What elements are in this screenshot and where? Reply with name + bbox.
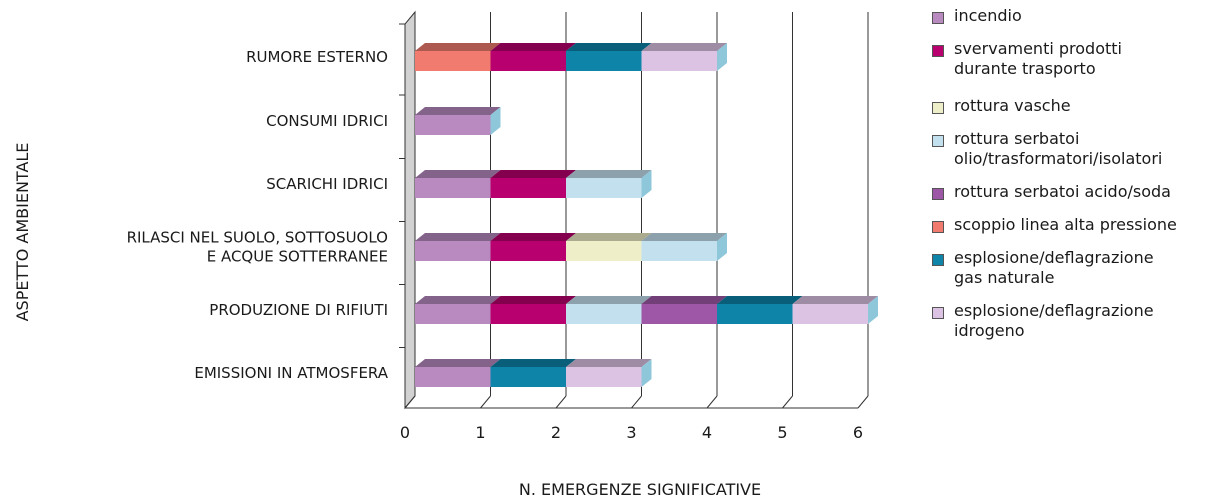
y-axis-title: ASPETTO AMBIENTALE	[13, 143, 32, 322]
bar-segment	[641, 233, 727, 261]
legend-swatch	[932, 188, 944, 200]
bar-segment	[415, 107, 501, 135]
legend-swatch	[932, 12, 944, 24]
bar-segment	[566, 170, 652, 198]
floor-tick	[404, 395, 416, 409]
bar-segment	[415, 170, 501, 198]
bar-segment	[566, 359, 652, 387]
legend-item: rottura vasche	[932, 96, 1224, 116]
legend-swatch	[932, 45, 944, 57]
floor-tick	[782, 395, 793, 409]
category-label: EMISSIONI IN ATMOSFERA	[194, 364, 388, 382]
bar-segment	[641, 43, 727, 71]
bar-segment	[566, 233, 652, 261]
legend-label: rottura serbatoi acido/soda	[954, 182, 1171, 201]
bar-end-face	[490, 107, 501, 135]
x-tick-label: 0	[400, 423, 410, 442]
legend-item: rottura serbatoi olio/trasformatori/isol…	[932, 129, 1224, 169]
floor-tick	[857, 395, 869, 409]
bar-segment	[490, 233, 576, 261]
bar-segment	[490, 170, 576, 198]
gridlines	[399, 12, 869, 409]
bar-segment	[792, 296, 878, 324]
category-label: PRODUZIONE DI RIFIUTI	[209, 301, 388, 319]
floor-tick	[706, 395, 718, 409]
legend-swatch	[932, 102, 944, 114]
bar-end-face	[868, 296, 878, 324]
category-label: RILASCI NEL SUOLO, SOTTOSUOLO E ACQUE SOT…	[127, 229, 388, 266]
bar-segment	[490, 43, 576, 71]
legend-label: incendio	[954, 6, 1022, 25]
category-label: SCARICHI IDRICI	[266, 175, 388, 193]
bar-segment	[415, 296, 501, 324]
bar-segment	[490, 359, 576, 387]
category-label: CONSUMI IDRICI	[266, 112, 388, 130]
legend: incendio svervamenti prodotti durante tra…	[932, 6, 1224, 341]
x-tick-label: 3	[626, 423, 636, 442]
legend-label: esplosione/deflagrazione gas naturale	[954, 248, 1154, 287]
bar-end-face	[717, 43, 727, 71]
x-axis-title: N. EMERGENZE SIGNIFICATIVE	[519, 480, 761, 499]
bar-end-face	[717, 233, 727, 261]
category-labels: RUMORE ESTERNO CONSUMI IDRICI SCARICHI IDR…	[127, 48, 389, 382]
bar-segment	[415, 43, 501, 71]
legend-item: svervamenti prodotti durante trasporto	[932, 39, 1224, 79]
x-tick-label: 1	[475, 423, 485, 442]
category-label: RUMORE ESTERNO	[246, 48, 388, 66]
legend-swatch	[932, 221, 944, 233]
legend-swatch	[932, 307, 944, 319]
floor-tick	[480, 395, 491, 409]
legend-label: esplosione/deflagrazione idrogeno	[954, 301, 1154, 340]
legend-item: rottura serbatoi acido/soda	[932, 182, 1224, 202]
bar-segment	[566, 296, 652, 324]
legend-label: svervamenti prodotti durante trasporto	[954, 39, 1122, 78]
legend-label: rottura vasche	[954, 96, 1071, 115]
chart-plot: RUMORE ESTERNO CONSUMI IDRICI SCARICHI IDR…	[13, 10, 878, 499]
floor-tick	[631, 395, 642, 409]
bar-segment	[415, 233, 501, 261]
bars	[415, 43, 878, 387]
bar-segment	[566, 43, 652, 71]
legend-item: esplosione/deflagrazione idrogeno	[932, 301, 1224, 341]
bar-segment	[717, 296, 803, 324]
x-tick-label: 6	[853, 423, 863, 442]
chart-back-wall	[404, 10, 416, 410]
chart-wall	[404, 10, 416, 410]
bar-segment	[641, 296, 727, 324]
legend-item: esplosione/deflagrazione gas naturale	[932, 248, 1224, 288]
legend-label: rottura serbatoi olio/trasformatori/isol…	[954, 129, 1163, 168]
x-tick-label: 5	[777, 423, 787, 442]
bar-segment	[490, 296, 576, 324]
bar-end-face	[641, 359, 652, 387]
x-tick-label: 2	[551, 423, 561, 442]
legend-label: scoppio linea alta pressione	[954, 215, 1177, 234]
legend-swatch	[932, 254, 944, 266]
bar-end-face	[641, 170, 652, 198]
x-tick-labels: 0 1 2 3 4 5 6	[400, 423, 863, 442]
x-tick-label: 4	[702, 423, 712, 442]
legend-swatch	[932, 135, 944, 147]
legend-item: incendio	[932, 6, 1224, 26]
bar-segment	[415, 359, 501, 387]
floor-tick	[555, 395, 567, 409]
legend-item: scoppio linea alta pressione	[932, 215, 1224, 235]
